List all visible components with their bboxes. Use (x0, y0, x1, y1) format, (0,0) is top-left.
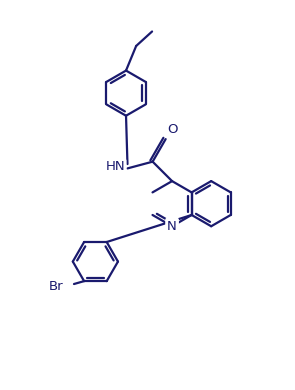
Text: O: O (167, 123, 178, 136)
Text: HN: HN (106, 160, 125, 174)
Text: N: N (167, 220, 177, 233)
Text: Br: Br (49, 280, 64, 293)
